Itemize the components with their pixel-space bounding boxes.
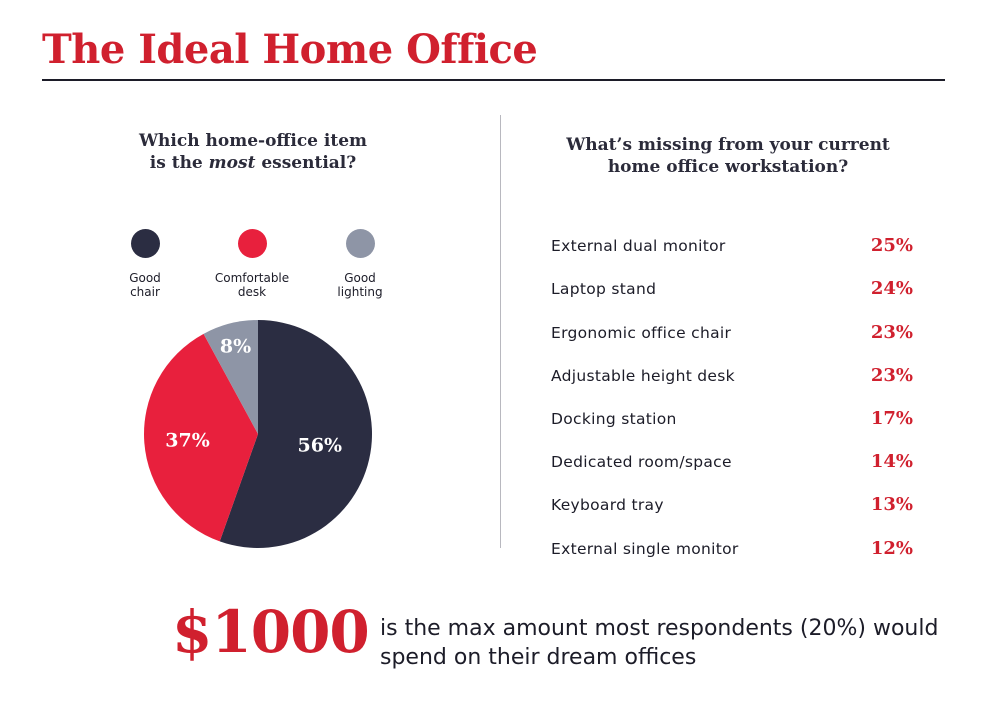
list-item-value: 17% bbox=[870, 408, 913, 429]
pie-label-good-chair: 56% bbox=[298, 435, 343, 457]
legend-dot-good-lighting bbox=[345, 229, 375, 258]
list-item: External single monitor 12% bbox=[551, 538, 913, 562]
list-item-label: Docking station bbox=[551, 410, 677, 428]
column-divider bbox=[500, 115, 501, 548]
list-item-value: 23% bbox=[870, 322, 913, 343]
list-item: Ergonomic office chair 23% bbox=[551, 322, 913, 346]
footer-text: is the max amount most respondents (20%)… bbox=[380, 616, 939, 670]
legend-item-good-lighting: Good lighting bbox=[305, 229, 415, 299]
footer-amount: $1000 bbox=[172, 598, 370, 666]
title-divider bbox=[42, 79, 945, 81]
legend-item-comfortable-desk: Comfortable desk bbox=[197, 229, 307, 299]
pie-label-good-lighting: 8% bbox=[220, 336, 251, 358]
list-item-value: 25% bbox=[870, 235, 913, 256]
pie-slice-comfortable-desk bbox=[144, 333, 258, 542]
list-item: Laptop stand 24% bbox=[551, 278, 913, 302]
list-item-label: External dual monitor bbox=[551, 237, 726, 255]
pie-question-line2b: essential? bbox=[255, 153, 357, 173]
legend-label-good-lighting: Good lighting bbox=[337, 271, 383, 299]
pie-chart-svg: 56% 37% 8% bbox=[144, 320, 372, 548]
page-title: The Ideal Home Office bbox=[42, 26, 538, 73]
list-item: Keyboard tray 13% bbox=[551, 494, 913, 518]
legend-dot-good-chair bbox=[130, 229, 160, 258]
list-item-value: 12% bbox=[870, 538, 913, 559]
pie-question: Which home-office item is the most essen… bbox=[120, 130, 386, 174]
bar-question-line2: home office workstation? bbox=[607, 157, 849, 177]
list-item-value: 14% bbox=[870, 451, 913, 472]
list-item-value: 23% bbox=[870, 365, 913, 386]
pie-chart: 56% 37% 8% bbox=[140, 316, 376, 552]
pie-slice-good-lighting bbox=[203, 320, 258, 434]
legend-label-good-chair: Good chair bbox=[129, 271, 161, 299]
list-item-label: Keyboard tray bbox=[551, 496, 664, 514]
list-item-value: 13% bbox=[870, 494, 913, 515]
pie-question-emphasis: most bbox=[208, 153, 256, 173]
list-item-label: Dedicated room/space bbox=[551, 453, 732, 471]
list-item-label: Adjustable height desk bbox=[551, 367, 735, 385]
list-item: Docking station 17% bbox=[551, 408, 913, 432]
pie-slice-good-chair bbox=[219, 320, 372, 548]
pie-label-comfortable-desk: 37% bbox=[165, 429, 210, 451]
list-item-value: 24% bbox=[870, 278, 913, 299]
list-item-label: Ergonomic office chair bbox=[551, 324, 732, 342]
legend-item-good-chair: Good chair bbox=[90, 229, 200, 299]
pie-question-line2a: is the bbox=[149, 153, 209, 173]
list-item-label: Laptop stand bbox=[551, 280, 657, 298]
list-item: Dedicated room/space 14% bbox=[551, 451, 913, 475]
list-item: Adjustable height desk 23% bbox=[551, 365, 913, 389]
bar-question-line1: What’s missing from your current bbox=[566, 135, 890, 155]
list-item-label: External single monitor bbox=[551, 540, 739, 558]
legend-dot-comfortable-desk bbox=[237, 229, 267, 258]
list-item: External dual monitor 25% bbox=[551, 235, 913, 259]
bar-question: What’s missing from your current home of… bbox=[560, 134, 896, 178]
pie-question-line1: Which home-office item bbox=[138, 131, 368, 151]
legend-label-comfortable-desk: Comfortable desk bbox=[214, 271, 290, 299]
